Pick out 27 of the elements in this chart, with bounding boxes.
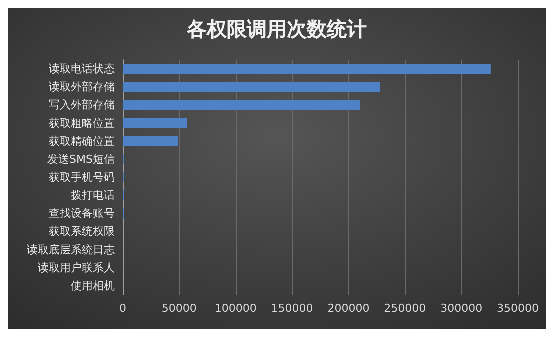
x-tick-label: 350000: [497, 302, 539, 315]
y-tick-label: 写入外部存储: [49, 98, 115, 112]
y-tick-label: 读取电话状态: [49, 62, 115, 76]
x-tick-label: 300000: [440, 302, 483, 315]
bar: [123, 64, 491, 74]
y-tick-label: 使用相机: [71, 279, 115, 292]
y-tick-label: 获取手机号码: [49, 171, 115, 184]
y-tick-label: 发送SMS短信: [48, 152, 115, 166]
y-tick-label: 读取外部存储: [49, 80, 115, 94]
y-tick-label: 获取粗略位置: [49, 116, 115, 130]
chart-title: 各权限调用次数统计: [186, 17, 367, 41]
x-tick-label: 200000: [328, 302, 370, 315]
y-tick-label: 获取精确位置: [49, 134, 115, 148]
y-tick-label: 查找设备账号: [49, 207, 115, 220]
x-tick-label: 100000: [214, 302, 257, 315]
y-tick-label: 读取用户联系人: [38, 261, 115, 274]
x-tick-label: 50000: [162, 302, 197, 315]
y-tick-label: 获取系统权限: [49, 225, 115, 238]
y-tick-label: 拨打电话: [71, 189, 115, 202]
bar: [123, 118, 188, 128]
x-tick-label: 250000: [384, 302, 426, 315]
bar: [123, 136, 178, 146]
bar: [123, 82, 380, 92]
bar: [123, 100, 360, 110]
x-tick-label: 150000: [271, 302, 314, 315]
y-tick-label: 读取底层系统日志: [27, 243, 115, 256]
x-tick-label: 0: [120, 302, 126, 315]
